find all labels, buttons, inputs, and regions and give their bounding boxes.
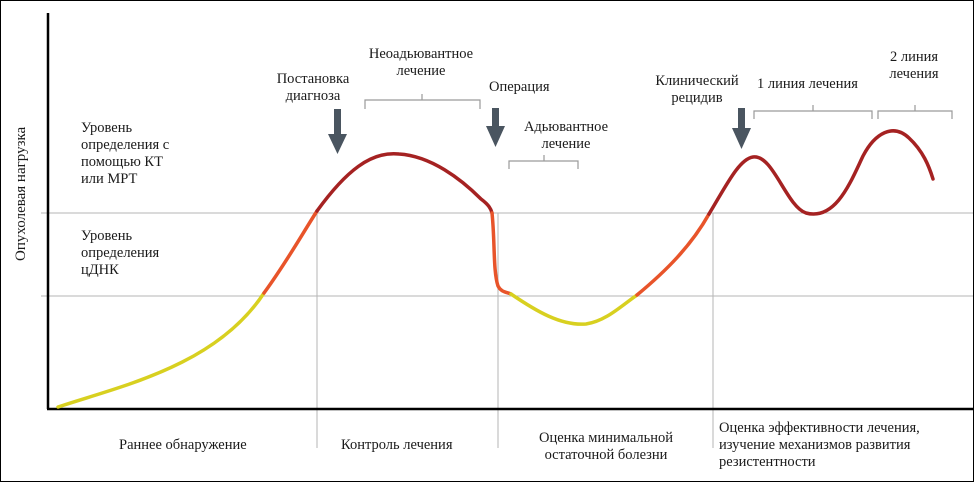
phase-mrd-line: Оценка минимальной [538,430,674,446]
ct-mri-level-line: Уровень [81,120,133,136]
phase-early-label: Раннее обнаружение [119,437,247,453]
diagnosis-label-line: Постановка [276,71,350,87]
line2-bracket [877,105,953,119]
adjuvant-label-line: лечение [541,136,591,152]
curve-segment-early-orange [262,209,319,295]
curve-segment-neoadjuvant-darkred [315,152,494,215]
phase-efficacy-line: резистентности [719,454,816,470]
adjuvant-bracket [508,155,579,169]
phase-efficacy-label: Оценка эффективности лечения, изучение м… [719,420,920,471]
neoadjuvant-label-line: Неоадьювантное [368,46,474,62]
ct-mri-level-line: определения с [81,137,170,153]
neoadjuvant-label-line: лечение [396,63,446,79]
diagnosis-arrow-icon [328,109,347,154]
curve-segment-operation-orange [490,211,513,296]
neoadjuvant-label: Неоадьювантное лечение [351,46,491,80]
curve-segment-relapse-orange [635,212,711,297]
adjuvant-label: Адьювантное лечение [506,119,626,153]
phase-mrd-line: остаточной болезни [544,447,668,463]
line1-bracket [753,105,873,119]
diagnosis-label: Постановка диагноза [269,71,357,105]
adjuvant-label-line: Адьювантное [523,119,609,135]
line2-label-line: 2 линия [889,49,939,65]
phase-efficacy-line: Оценка эффективности лечения, [719,420,920,436]
ct-mri-level-line: помощью КТ [81,154,163,170]
operation-arrow-icon [486,108,505,147]
ctdna-level-label: Уровень определения цДНК [81,228,159,279]
phase-control-label: Контроль лечения [341,437,453,453]
relapse-label: Клинический рецидив [641,73,753,107]
ctdna-level-line: Уровень [81,228,133,244]
y-axis-label-wrap: Опухолевая нагрузка [13,126,29,261]
phase-efficacy-line: изучение механизмов развития [719,437,911,453]
relapse-arrow-icon [732,108,751,149]
line2-label-line: лечения [889,66,939,82]
operation-label: Операция [489,79,550,95]
line2-label: 2 линия лечения [873,49,955,83]
ctdna-level-line: цДНК [81,262,119,278]
ct-mri-level-label: Уровень определения с помощью КТ или МРТ [81,120,169,188]
curve-segment-mrd-yellow [509,292,639,326]
line1-label: 1 линия лечения [757,76,858,92]
diagnosis-label-line: диагноза [285,88,341,104]
ctdna-level-line: определения [81,245,160,261]
relapse-label-line: рецидив [671,90,723,106]
curve-segment-lines-darkred [707,129,935,216]
curve-segment-early-yellow [56,291,266,409]
neoadjuvant-bracket [364,94,481,109]
ct-mri-level-line: или МРТ [81,171,138,187]
relapse-label-line: Клинический [655,73,739,89]
phase-mrd-label: Оценка минимальной остаточной болезни [511,430,701,464]
y-axis-label: Опухолевая нагрузка [13,126,29,261]
